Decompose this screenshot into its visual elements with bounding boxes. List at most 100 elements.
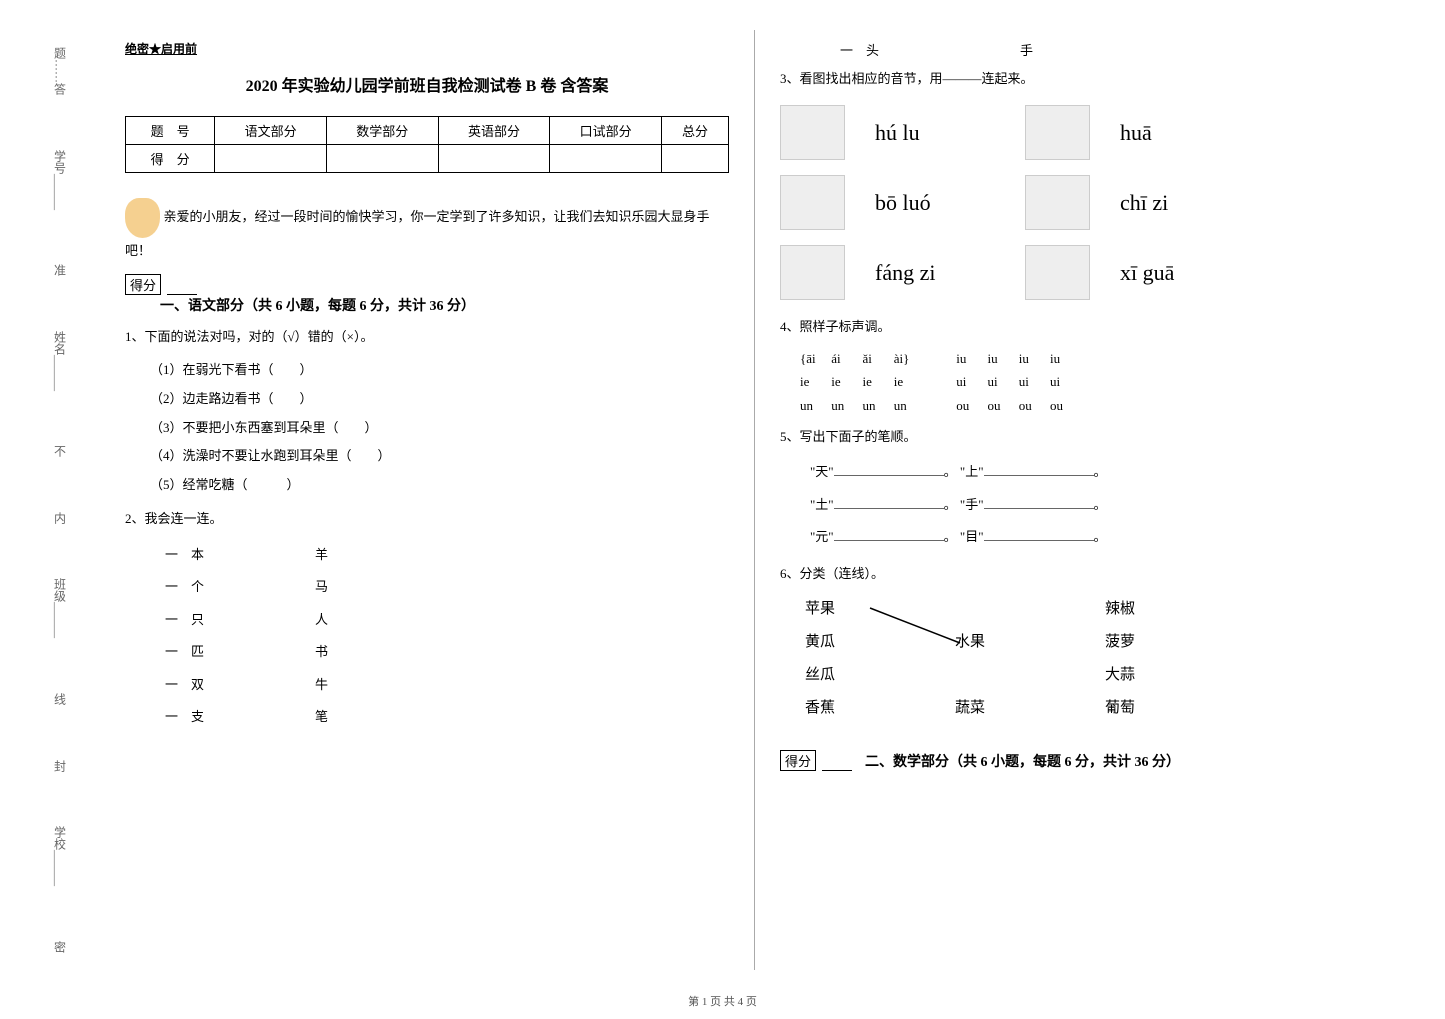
match-left-extra: 一 头	[840, 40, 1020, 59]
classify-row: 苹果 辣椒	[805, 593, 1385, 626]
tone-syl: un	[894, 394, 922, 417]
classify-row: 香蕉 蔬菜 葡萄	[805, 692, 1385, 725]
blank	[984, 508, 1094, 509]
stroke-char: "目"	[960, 529, 984, 544]
classify-item: 香蕉	[805, 692, 955, 725]
match-left: 一 双	[165, 669, 315, 702]
tone-syl: ou	[1050, 394, 1078, 417]
section2-header: 得分 二、数学部分（共 6 小题，每题 6 分，共计 36 分）	[780, 750, 1385, 771]
tone-syl: ou	[1019, 394, 1047, 417]
tone-syl: iu	[1019, 347, 1047, 370]
match-row: 一 本羊	[165, 539, 729, 572]
q1-item: （1）在弱光下看书（ ）	[150, 356, 729, 385]
stroke-char: "土"	[810, 497, 834, 512]
stroke-char: "天"	[810, 464, 834, 479]
match-row: 一 支笔	[165, 701, 729, 734]
stroke-char: "上"	[960, 464, 984, 479]
binding-sidebar: 题……答 学号______ 准 姓名______ 不 内 班级______ 线 …	[30, 20, 90, 980]
tone-syl: ui	[988, 370, 1016, 393]
score-col: 数学部分	[326, 117, 438, 145]
tone-syl: ǎi	[863, 347, 891, 370]
sidebar-label: 不	[52, 435, 69, 467]
blank	[984, 540, 1094, 541]
q2-stem: 2、我会连一连。	[125, 507, 729, 530]
classify-item: 大蒜	[1105, 659, 1255, 692]
sidebar-label: 班级______	[52, 568, 69, 648]
section1-title: 一、语文部分（共 6 小题，每题 6 分，共计 36 分）	[160, 295, 729, 315]
tone-syl: un	[831, 394, 859, 417]
tone-line: un un un un ou ou ou ou	[800, 394, 1385, 417]
score-cell	[438, 145, 550, 173]
sidebar-label: 内	[52, 502, 69, 534]
tone-syl: ui	[1019, 370, 1047, 393]
tone-syl: un	[800, 394, 828, 417]
score-underline	[822, 770, 852, 771]
sidebar-label: 学校______	[52, 816, 69, 896]
classify-item	[955, 593, 1105, 626]
q1-item: （4）洗澡时不要让水跑到耳朵里（ ）	[150, 442, 729, 471]
section2-title: 二、数学部分（共 6 小题，每题 6 分，共计 36 分）	[865, 755, 1180, 770]
classify-row: 丝瓜 大蒜	[805, 659, 1385, 692]
classify-item: 丝瓜	[805, 659, 955, 692]
tone-syl: iu	[1050, 347, 1078, 370]
child-icon	[125, 198, 160, 238]
exam-title: 2020 年实验幼儿园学前班自我检测试卷 B 卷 含答案	[125, 72, 729, 96]
score-box: 得分	[125, 274, 161, 295]
tone-syl: ie	[894, 370, 922, 393]
match-right: 羊	[315, 539, 365, 572]
classify-item: 黄瓜	[805, 626, 955, 659]
image-placeholder	[780, 105, 845, 160]
sidebar-label: 准	[52, 254, 69, 286]
tone-syl: ui	[956, 370, 984, 393]
pinyin-text: hú lu	[875, 120, 995, 146]
match-right: 人	[315, 604, 365, 637]
sidebar-label: 线	[52, 683, 69, 715]
match-row: 一 双牛	[165, 669, 729, 702]
q1-item: （2）边走路边看书（ ）	[150, 385, 729, 414]
image-placeholder	[1025, 245, 1090, 300]
tone-syl: ài}	[894, 347, 922, 370]
classify-item: 菠萝	[1105, 626, 1255, 659]
image-placeholder	[780, 245, 845, 300]
match-row: 一 个马	[165, 571, 729, 604]
score-col: 题 号	[126, 117, 215, 145]
pinyin-text: fáng zi	[875, 260, 995, 286]
match-right-extra: 手	[1020, 40, 1033, 59]
stroke-row: "天"。 "上"。	[810, 456, 1385, 489]
pinyin-grid: hú lu huā bō luó chī zi fáng zi xī guā	[780, 105, 1385, 300]
stroke-row: "元"。 "目"。	[810, 521, 1385, 554]
q1-item: （3）不要把小东西塞到耳朵里（ ）	[150, 414, 729, 443]
score-cell	[550, 145, 662, 173]
image-placeholder	[1025, 175, 1090, 230]
score-box: 得分	[780, 750, 816, 771]
q4-stem: 4、照样子标声调。	[780, 315, 1385, 338]
pinyin-text: xī guā	[1120, 260, 1174, 286]
blank	[834, 540, 944, 541]
intro-text: 亲爱的小朋友，经过一段时间的愉快学习，你一定学到了许多知识，让我们去知识乐园大显…	[125, 209, 710, 258]
tone-syl: iu	[988, 347, 1016, 370]
image-placeholder	[780, 175, 845, 230]
tone-syl: ui	[1050, 370, 1078, 393]
page-number: 第 1 页 共 4 页	[0, 993, 1445, 1009]
score-cell	[661, 145, 728, 173]
tone-syl: ou	[988, 394, 1016, 417]
classify-item	[955, 659, 1105, 692]
intro-block: 亲爱的小朋友，经过一段时间的愉快学习，你一定学到了许多知识，让我们去知识乐园大显…	[125, 198, 729, 264]
tone-syl: un	[863, 394, 891, 417]
match-left: 一 只	[165, 604, 315, 637]
tone-syl: {āi	[800, 347, 828, 370]
classify-item: 水果	[955, 626, 1105, 659]
q5-stem: 5、写出下面子的笔顺。	[780, 425, 1385, 448]
tone-syl: ái	[831, 347, 859, 370]
right-column: 一 头 手 3、看图找出相应的音节，用———连起来。 hú lu huā bō …	[755, 30, 1410, 970]
classify-item: 蔬菜	[955, 692, 1105, 725]
tone-syl: ou	[956, 394, 984, 417]
score-cell	[215, 145, 327, 173]
tone-line: ie ie ie ie ui ui ui ui	[800, 370, 1385, 393]
q6-stem: 6、分类（连线）。	[780, 562, 1385, 585]
pinyin-text: bō luó	[875, 190, 995, 216]
stroke-row: "土"。 "手"。	[810, 489, 1385, 522]
match-right: 笔	[315, 701, 365, 734]
score-col: 总分	[661, 117, 728, 145]
match-right: 马	[315, 571, 365, 604]
